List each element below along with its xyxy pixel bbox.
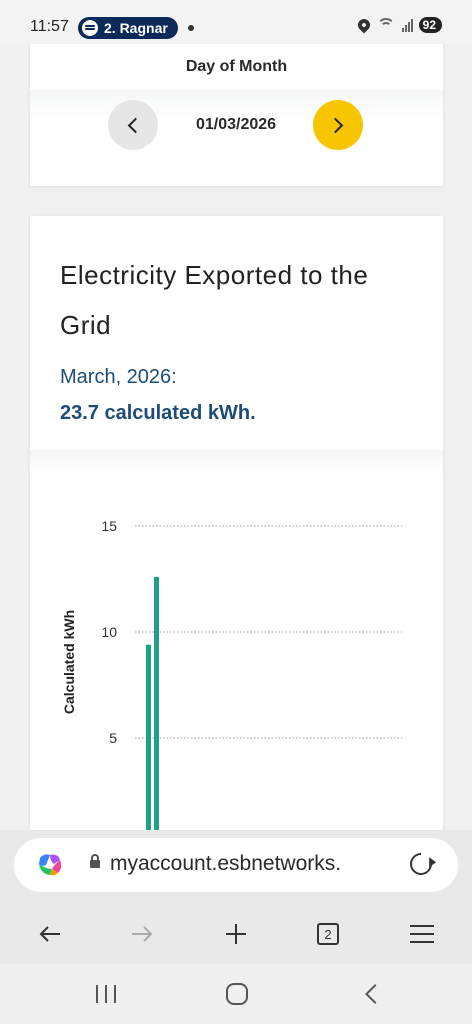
spotify-icon (82, 20, 98, 36)
wifi-icon (376, 18, 396, 32)
total-value: 23.7 calculated kWh. (60, 402, 256, 424)
back-button[interactable] (32, 916, 68, 952)
lock-icon (90, 854, 100, 868)
battery-icon: 92 (418, 17, 442, 33)
new-tab-button[interactable] (218, 916, 254, 952)
signal-icon (401, 18, 413, 32)
bar-2[interactable] (154, 576, 159, 830)
export-card: Electricity Exported to the Grid March, … (30, 216, 443, 830)
plus-icon (226, 924, 246, 944)
recent-apps-button[interactable] (96, 985, 116, 1003)
reload-icon[interactable] (405, 848, 437, 880)
card-title: Electricity Exported to the Grid (60, 260, 369, 340)
notification-dot-icon (188, 25, 194, 31)
copilot-icon[interactable] (36, 852, 64, 878)
date-picker-label: Day of Month (185, 58, 288, 75)
selected-date: 01/03/2026 (195, 116, 277, 133)
hamburger-icon (410, 925, 434, 943)
location-icon (355, 16, 373, 34)
y-axis-label: Calculated kWh (61, 610, 77, 714)
period-label: March, 2026: (60, 366, 177, 388)
home-button[interactable] (226, 983, 248, 1005)
browser-toolbar: 2 (0, 902, 472, 964)
export-bar-chart: 15 10 5 Calculated kWh (61, 518, 402, 830)
battery-level: 92 (422, 18, 436, 32)
system-back-button[interactable] (365, 984, 385, 1004)
system-nav-bar (0, 964, 472, 1024)
tab-count: 2 (317, 923, 339, 945)
y-tick-label-10: 10 (101, 624, 117, 640)
media-pill-label: 2. Ragnar (104, 20, 168, 36)
bar-1[interactable] (146, 644, 151, 830)
date-nav-row: 01/03/2026 (30, 90, 443, 170)
media-pill[interactable]: 2. Ragnar (78, 17, 178, 39)
chevron-left-icon (127, 117, 144, 133)
status-icons: 92 (355, 16, 442, 34)
forward-button[interactable] (124, 916, 160, 952)
y-tick-label-5: 5 (109, 730, 117, 746)
next-day-button[interactable] (313, 100, 363, 150)
status-bar: 11:57 2. Ragnar 92 (0, 0, 472, 44)
date-picker-card: Day of Month 01/03/2026 (30, 44, 443, 186)
arrow-right-icon (132, 926, 153, 942)
tabs-button[interactable]: 2 (310, 916, 346, 952)
status-time: 11:57 (30, 18, 69, 35)
url-text[interactable]: myaccount.esbnetworks. (110, 852, 342, 875)
menu-button[interactable] (404, 916, 440, 952)
section-divider (30, 450, 443, 476)
chevron-right-icon (327, 117, 344, 133)
previous-day-button[interactable] (108, 100, 158, 150)
y-tick-label-15: 15 (101, 518, 117, 534)
arrow-left-icon (39, 926, 60, 942)
browser-address-area: myaccount.esbnetworks. (0, 830, 472, 902)
address-bar[interactable]: myaccount.esbnetworks. (14, 838, 458, 892)
web-page: Day of Month 01/03/2026 Electricity Expo… (0, 44, 472, 830)
